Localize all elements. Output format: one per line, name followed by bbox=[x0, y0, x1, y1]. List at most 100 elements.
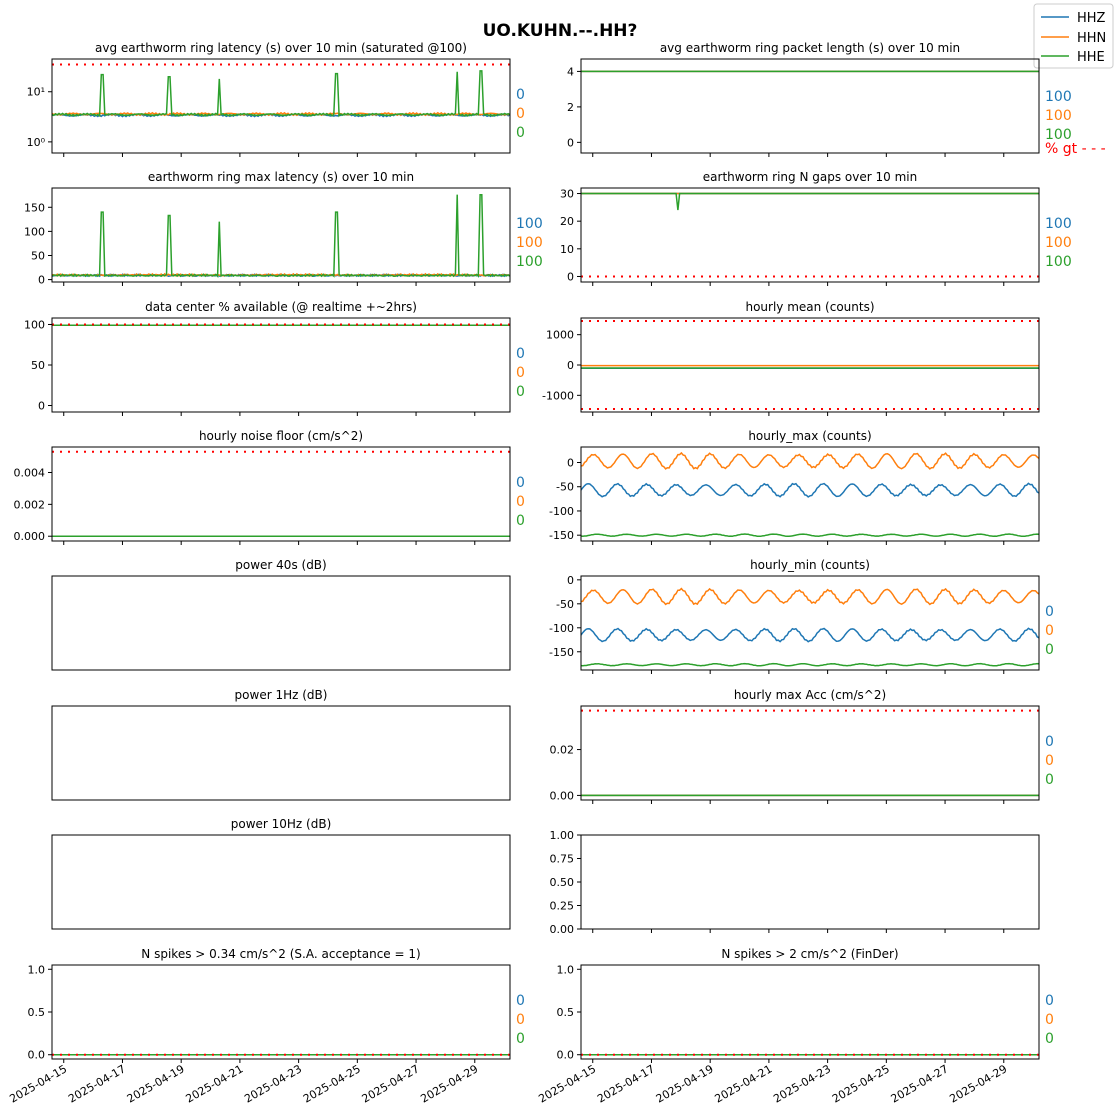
y-tick-label: 1.0 bbox=[557, 963, 575, 976]
panel-0: avg earthworm ring latency (s) over 10 m… bbox=[27, 41, 525, 157]
panel-title: hourly noise floor (cm/s^2) bbox=[199, 429, 363, 443]
panel-title: hourly_max (counts) bbox=[748, 429, 871, 443]
series-line-hhe bbox=[581, 533, 1039, 538]
y-tick-label: 0.75 bbox=[550, 853, 575, 866]
legend-label-hhn: HHN bbox=[1077, 31, 1106, 46]
panel-13: 0.00 0.25 0.50 0.75 1.00 bbox=[550, 829, 1040, 936]
panel-10: power 1Hz (dB) bbox=[51, 688, 511, 801]
stat-value-hhe: 0 bbox=[1045, 1031, 1054, 1047]
y-tick-label: 2 bbox=[567, 101, 574, 114]
y-tick-label: 0 bbox=[567, 457, 574, 470]
panel-6: hourly noise floor (cm/s^2) 0.000 0.002 0.0… bbox=[14, 429, 525, 545]
y-tick-label: 0.02 bbox=[550, 744, 575, 757]
panel-title: avg earthworm ring packet length (s) ove… bbox=[660, 41, 960, 55]
y-tick-label: 0 bbox=[567, 359, 574, 372]
legend: HHZ HHN HHE bbox=[1033, 3, 1114, 69]
panel-title: N spikes > 2 cm/s^2 (FinDer) bbox=[721, 947, 898, 961]
y-tick-label: -100 bbox=[549, 505, 574, 518]
panel-3: earthworm ring N gaps over 10 min 0 10 20 30… bbox=[560, 170, 1072, 286]
y-tick-label: 0.5 bbox=[557, 1006, 575, 1019]
y-tick-label: 0 bbox=[567, 136, 574, 149]
panel-9: hourly_min (counts) -150 -100 -50 0 0 0 0 bbox=[549, 558, 1054, 674]
panel-11: hourly max Acc (cm/s^2) 0.00 0.02 0 0 0 bbox=[550, 688, 1054, 804]
stat-value-hhe: 0 bbox=[516, 513, 525, 529]
axes-frame bbox=[51, 575, 511, 671]
y-tick-label: 20 bbox=[560, 215, 574, 228]
legend-box bbox=[1033, 3, 1114, 69]
y-tick-label: 50 bbox=[31, 249, 45, 262]
stat-value-hhn: 100 bbox=[1045, 108, 1072, 124]
series-line-hhe bbox=[52, 70, 510, 118]
axes-frame bbox=[580, 705, 1040, 801]
panel-title: power 40s (dB) bbox=[235, 558, 326, 572]
y-tick-label: 10 bbox=[560, 243, 574, 256]
stat-value-hhz: 0 bbox=[516, 475, 525, 491]
y-tick-label: -1000 bbox=[542, 389, 574, 402]
axes-frame bbox=[580, 575, 1040, 671]
panel-8: power 40s (dB) bbox=[51, 558, 511, 671]
stat-value-hhn: 0 bbox=[1045, 1012, 1054, 1028]
stat-value-hhz: 0 bbox=[516, 993, 525, 1009]
stat-value-hhz: 0 bbox=[516, 346, 525, 362]
y-tick-label: 4 bbox=[567, 65, 574, 78]
y-tick-label: 100 bbox=[24, 225, 45, 238]
stat-value-hhn: 0 bbox=[1045, 753, 1054, 769]
panel-5: hourly mean (counts) -1000 0 1000 bbox=[542, 300, 1040, 416]
y-tick-label: 0 bbox=[38, 274, 45, 287]
y-tick-label: 0.0 bbox=[557, 1049, 575, 1062]
series-line-hhn bbox=[52, 111, 510, 117]
y-tick-label: 0.25 bbox=[550, 900, 575, 913]
stat-value-hhz: 0 bbox=[1045, 993, 1054, 1009]
stat-value-hhn: 100 bbox=[1045, 235, 1072, 251]
y-tick-label: 1000 bbox=[546, 329, 574, 342]
y-tick-label: 0.00 bbox=[550, 923, 575, 936]
y-tick-label: 10⁰ bbox=[27, 136, 46, 149]
panel-title: avg earthworm ring latency (s) over 10 m… bbox=[95, 41, 467, 55]
stat-value-hhn: 100 bbox=[516, 235, 543, 251]
axes-frame bbox=[51, 446, 511, 542]
y-tick-label: 0.5 bbox=[28, 1006, 46, 1019]
panel-7: hourly_max (counts) -150 -100 -50 0 bbox=[549, 429, 1040, 545]
panel-12: power 10Hz (dB) bbox=[51, 817, 511, 930]
y-tick-label: -150 bbox=[549, 529, 574, 542]
stat-value-hhz: 100 bbox=[1045, 216, 1072, 232]
series-line-hhn bbox=[581, 587, 1039, 606]
axes-frame bbox=[51, 834, 511, 930]
stat-value-hhe: 0 bbox=[516, 384, 525, 400]
y-tick-label: 0 bbox=[38, 400, 45, 413]
y-tick-label: -50 bbox=[556, 598, 574, 611]
y-tick-label: 50 bbox=[31, 359, 45, 372]
axes-frame bbox=[580, 58, 1040, 154]
panel-title: power 1Hz (dB) bbox=[235, 688, 328, 702]
stat-value-hhz: 100 bbox=[1045, 89, 1072, 105]
panel-title: power 10Hz (dB) bbox=[231, 817, 332, 831]
y-tick-label: 30 bbox=[560, 188, 574, 201]
figure-title: UO.KUHN.--.HH? bbox=[483, 21, 638, 41]
y-tick-label: 100 bbox=[24, 318, 45, 331]
panel-title: hourly mean (counts) bbox=[745, 300, 874, 314]
stat-value-hhe: 100 bbox=[516, 254, 543, 270]
series-line-hhz bbox=[581, 482, 1039, 498]
series-line-hhe bbox=[581, 662, 1039, 667]
stat-value-hhe: 100 bbox=[1045, 254, 1072, 270]
axes-frame bbox=[580, 446, 1040, 542]
stat-value-hhn: 0 bbox=[516, 365, 525, 381]
panel-title: earthworm ring N gaps over 10 min bbox=[703, 170, 917, 184]
y-tick-label: 0.50 bbox=[550, 876, 575, 889]
y-tick-label: -50 bbox=[556, 481, 574, 494]
axes-frame bbox=[51, 705, 511, 801]
y-tick-label: 0.004 bbox=[14, 466, 46, 479]
series-line-hhe bbox=[581, 192, 1039, 211]
y-tick-label: 1.00 bbox=[550, 829, 575, 842]
panel-1: avg earthworm ring packet length (s) ove… bbox=[567, 41, 1106, 157]
stat-value-hhn: 0 bbox=[516, 494, 525, 510]
series-line-hhz bbox=[581, 627, 1039, 643]
y-tick-label: 0 bbox=[567, 574, 574, 587]
panel-title: data center % available (@ realtime +~2h… bbox=[145, 300, 417, 314]
panel-2: earthworm ring max latency (s) over 10 m… bbox=[24, 170, 543, 287]
stat-value-hhz: 0 bbox=[1045, 734, 1054, 750]
axes-frame bbox=[51, 58, 511, 154]
stat-value-hhz: 100 bbox=[516, 216, 543, 232]
